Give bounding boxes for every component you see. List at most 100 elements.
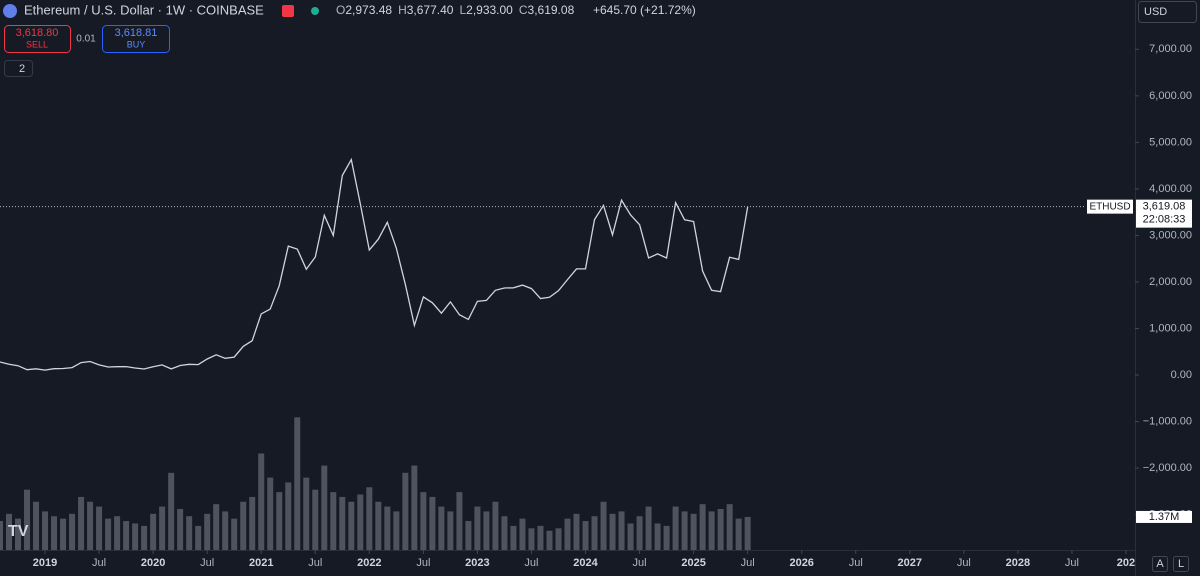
indicators-count[interactable]: 2 (19, 63, 25, 75)
volume-bar (618, 511, 625, 550)
currency-select[interactable] (1138, 1, 1197, 23)
spread: 0.01 (76, 34, 96, 45)
volume-bar (465, 521, 472, 550)
symbol-title[interactable]: Ethereum / U.S. Dollar · 1W · COINBASE (24, 2, 264, 17)
auto-button[interactable] (1152, 556, 1168, 572)
x-tick-label: 2020 (141, 557, 165, 569)
volume-bar (654, 523, 661, 550)
volume-bar (276, 492, 283, 550)
volume-bar (447, 511, 454, 550)
sell-label[interactable]: SELL (26, 39, 48, 49)
volume-bar (33, 501, 40, 550)
volume-bar (609, 513, 616, 550)
volume-bar (663, 525, 670, 550)
x-tick-label: 2021 (249, 557, 273, 569)
volume-bar (429, 496, 436, 550)
x-tick-label: 2024 (573, 557, 598, 569)
volume-bar (384, 506, 391, 550)
volume-bar (501, 516, 508, 550)
change: +645.70 (+21.72%) (593, 3, 696, 17)
volume-bar (141, 525, 148, 550)
volume-bar (24, 489, 31, 550)
volume-label-box (1136, 510, 1192, 523)
currency[interactable]: USD (1144, 6, 1167, 18)
volume-bar (519, 518, 526, 550)
series-name: ETHUSD (1089, 201, 1130, 212)
y-tick-label: 6,000.00 (1149, 90, 1192, 102)
volume-bar (285, 482, 292, 550)
log-label[interactable]: L (1178, 558, 1184, 570)
x-tick-label: 2025 (681, 557, 705, 569)
buy-button[interactable] (102, 25, 170, 53)
price-line (0, 157, 749, 371)
volume-bar (528, 528, 535, 550)
buy-price[interactable]: 3,618.81 (115, 27, 158, 39)
volume-bar (735, 518, 742, 550)
flag-icon[interactable] (282, 5, 294, 17)
x-tick-label: 2019 (33, 557, 57, 569)
volume-bar (258, 453, 265, 550)
y-tick-label: 4,000.00 (1149, 183, 1192, 195)
x-tick-label: Jul (416, 557, 430, 569)
auto-label[interactable]: A (1156, 558, 1164, 570)
volume-bar (582, 521, 589, 550)
volume-bar (573, 513, 580, 550)
x-tick-label: 2022 (357, 557, 381, 569)
sell-price[interactable]: 3,618.80 (16, 27, 59, 39)
y-tick-label: 5,000.00 (1149, 136, 1192, 148)
volume-bar (177, 508, 184, 550)
x-tick-label: Jul (92, 557, 106, 569)
volume-bar (744, 516, 751, 550)
volume-bar (105, 518, 112, 550)
x-tick-label: Jul (957, 557, 971, 569)
volume-label: 1.37M (1149, 511, 1180, 523)
volume-bar (393, 511, 400, 550)
sell-button[interactable] (4, 25, 71, 53)
x-tick-label: 2028 (1006, 557, 1030, 569)
x-tick-label: Jul (633, 557, 647, 569)
volume-bar (150, 513, 157, 550)
volume-bar (690, 513, 697, 550)
volume-bar (159, 506, 166, 550)
volume-bar (672, 506, 679, 550)
volume-bar (546, 530, 553, 550)
x-tick-label: Jul (200, 557, 214, 569)
logo[interactable]: TV (8, 523, 29, 540)
log-button[interactable] (1173, 556, 1189, 572)
volume-bar (168, 472, 175, 550)
volume-bar (123, 521, 130, 550)
volume-bar (681, 511, 688, 550)
volume-bar (411, 465, 418, 550)
volume-bar (204, 513, 211, 550)
volume-bar (114, 516, 121, 550)
ohlc-key: O (336, 3, 345, 17)
volume-bar (348, 501, 355, 550)
volume-bar (6, 513, 13, 550)
volume-bar (474, 506, 481, 550)
last-price-label: 3,619.08 (1143, 201, 1186, 213)
y-tick-label: 1,000.00 (1149, 322, 1192, 334)
x-tick-label: 2027 (898, 557, 922, 569)
volume-bar (51, 516, 58, 550)
volume-bar (438, 506, 445, 550)
volume-bar (240, 501, 247, 550)
volume-bar (0, 521, 3, 550)
volume-bar (708, 511, 715, 550)
volume-bar (600, 501, 607, 550)
symbol-icon (3, 4, 17, 18)
series-name-box (1087, 199, 1133, 214)
volume-bar (42, 511, 49, 550)
countdown: 22:08:33 (1143, 214, 1186, 226)
volume-bar (78, 496, 85, 550)
ohlc-legend: O 2,973.48 H 3,677.40 L 2,933.00 C 3,619.08 (336, 3, 575, 17)
y-tick-label: 3,000.00 (1149, 229, 1192, 241)
buy-label[interactable]: BUY (127, 39, 146, 49)
plot (0, 157, 751, 550)
volume-bar (555, 528, 562, 550)
ohlc-value: 3,677.40 (407, 3, 454, 17)
indicators-toggle[interactable] (4, 60, 33, 77)
volume-bar (60, 518, 67, 550)
volume-bar (303, 477, 310, 550)
